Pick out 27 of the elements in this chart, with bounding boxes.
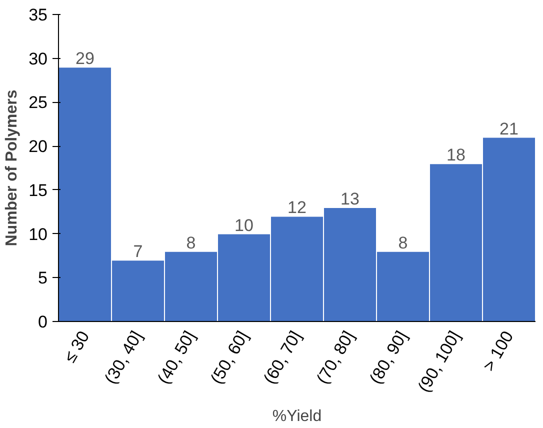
y-tick-label: 20 — [28, 137, 48, 156]
data-label: 8 — [186, 233, 196, 252]
data-label: 10 — [234, 216, 254, 235]
x-tick-label: (40, 50] — [154, 328, 200, 388]
x-tick-label: (50, 60] — [206, 328, 252, 388]
y-axis-title: Number of Polymers — [4, 90, 21, 246]
y-tick-label: 30 — [28, 49, 48, 68]
x-axis-title: %Yield — [272, 408, 322, 426]
data-label: 7 — [133, 242, 143, 262]
y-tick-label: 25 — [28, 93, 48, 112]
y-tick-label: 15 — [28, 180, 48, 200]
y-tick-label: 0 — [38, 312, 48, 332]
x-tick-label: > 100 — [479, 328, 518, 374]
x-tick-label: (70, 80] — [312, 328, 358, 388]
y-tick-label: 10 — [28, 224, 48, 244]
x-tick-label: (80, 90] — [366, 328, 412, 388]
data-label: 8 — [398, 233, 408, 252]
data-label: 12 — [288, 198, 306, 218]
data-label: 13 — [340, 189, 360, 208]
x-tick-label: (60, 70] — [260, 328, 306, 388]
y-tick-label: 5 — [38, 268, 48, 288]
y-tick-label: 35 — [28, 6, 48, 24]
data-label: 29 — [76, 49, 94, 68]
x-tick-label: ≤ 30 — [60, 328, 94, 366]
data-label: 18 — [446, 146, 466, 165]
data-label: 21 — [500, 119, 518, 138]
x-tick-label: (30, 40] — [100, 328, 146, 388]
